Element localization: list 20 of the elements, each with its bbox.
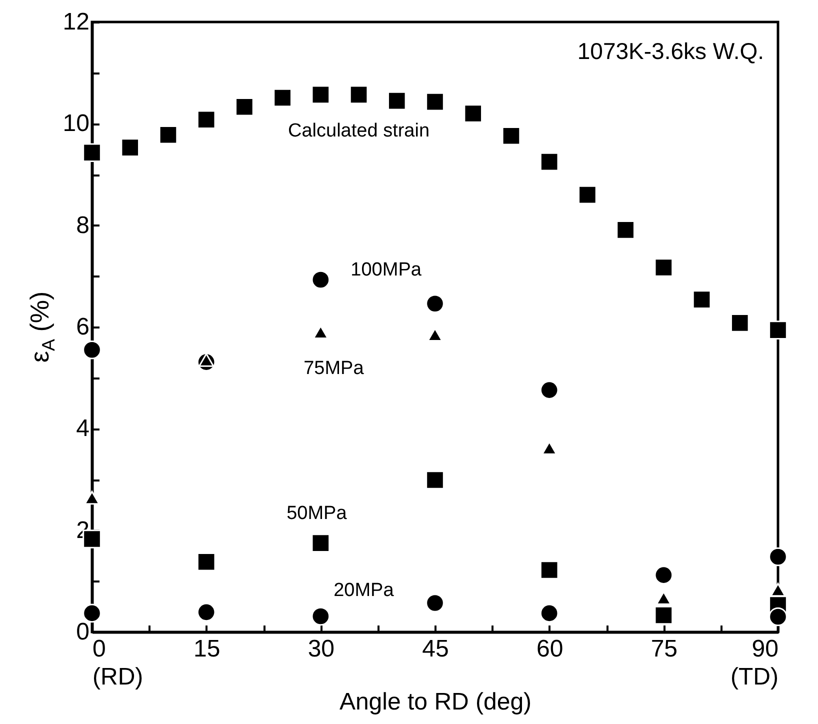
x-tick-label: 0 (RD): [92, 636, 144, 690]
series-label: Calculated strain: [288, 120, 430, 142]
x-tick-label: 15: [193, 636, 220, 662]
series-label: 100MPa: [350, 260, 422, 281]
x-tick-label: 75: [650, 636, 678, 662]
x-tick-label: 30: [308, 636, 335, 662]
x-tick-label: 90 (TD): [730, 636, 778, 690]
y-tick-label: 10: [62, 110, 90, 138]
y-tick-label: 0: [76, 618, 90, 646]
x-tick-label: 45: [422, 636, 449, 662]
annotation: 1073K-3.6ks W.Q.: [577, 38, 764, 64]
x-axis-title: Angle to RD (deg): [339, 688, 532, 716]
series-label: 20MPa: [334, 580, 394, 602]
series-label: 50MPa: [286, 503, 348, 524]
y-tick-label: 12: [62, 8, 90, 36]
series-label: 75MPa: [304, 358, 364, 380]
y-tick-label: 8: [76, 212, 90, 239]
y-tick-label: 6: [76, 314, 90, 340]
y-tick-label: 4: [76, 415, 90, 442]
x-tick-label: 60: [536, 636, 564, 662]
